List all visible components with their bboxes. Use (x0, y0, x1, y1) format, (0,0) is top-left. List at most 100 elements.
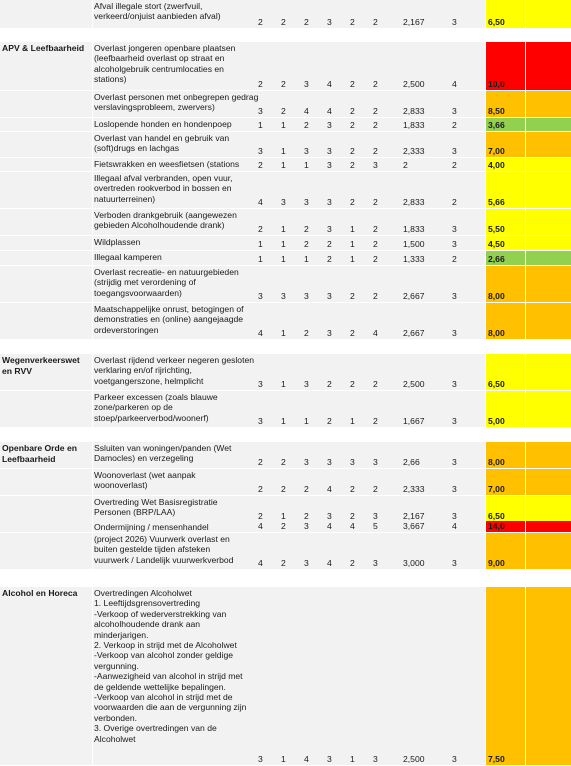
value-cell: 4 (304, 106, 309, 116)
value-cell: 2,66 (403, 457, 420, 467)
risk-color-cell (525, 587, 571, 765)
description-line: ordeverstoringen (94, 324, 159, 335)
risk-score-cell: 2,66 (485, 251, 525, 265)
risk-score-cell: 5,66 (485, 172, 525, 208)
description-line: Loslopende honden en hondenpoep (94, 119, 232, 129)
spacer-row (0, 428, 571, 442)
risk-color-cell (525, 0, 571, 28)
value-cell: 1 (281, 254, 286, 264)
value-cell: 3 (327, 224, 332, 234)
description-line: stoep/parkeerverbod/woonerf) (94, 412, 209, 423)
value-cell: 2 (373, 197, 378, 207)
risk-score-cell: 10,0 (485, 42, 525, 90)
value-cell: 3 (350, 457, 355, 467)
table-row: Overtreding Wet Basisregistratie Personen… (0, 496, 571, 523)
value-cell: 2 (350, 328, 355, 338)
value-cell: 3 (452, 17, 457, 27)
description-line: Alcoholwet (94, 733, 136, 744)
value-cell: 2 (350, 511, 355, 521)
value-cell: 3 (452, 484, 457, 494)
description-cell: Maatschappelijke onrust, betogingen of de… (92, 303, 258, 339)
description-line: Overlast van handel en gebruik van (94, 133, 230, 143)
value-cell: 2 (304, 224, 309, 234)
table-row: Illegaal afval verbranden, open vuur, ove… (0, 172, 571, 209)
value-cell: 3 (258, 379, 263, 389)
description-line: -Verkoop van alcohol in strijd met de (94, 692, 233, 703)
value-cell: 3 (452, 328, 457, 338)
spacer-row (0, 340, 571, 354)
description-line: verslavingsprobleem, zwervers) (94, 102, 215, 113)
description-line: Personen (BRP/LAA) (94, 507, 176, 518)
value-cell: 1,833 (403, 120, 425, 130)
table-row: (project 2026) Vuurwerk overlast en buite… (0, 533, 571, 570)
value-cell: 2,667 (403, 328, 425, 338)
description-line: Fietswrakken en weesfietsen (stations (94, 159, 240, 169)
value-cell: 3 (327, 511, 332, 521)
table-row: Wildplassen 1 1 2 2 1 2 1,500 3 4,50 (0, 236, 571, 251)
description-line: Illegaal kamperen (94, 252, 162, 262)
description-line: -Aanwezigheid van alcohol in strijd met (94, 671, 243, 682)
value-cell: 4 (327, 558, 332, 568)
risk-score-cell: 7,00 (485, 469, 525, 495)
risk-score-cell: 7,50 (485, 587, 525, 765)
description-line: (soft)drugs en lachgas (94, 143, 180, 154)
value-cell: 3 (452, 291, 457, 301)
description-line: stations) (94, 74, 127, 85)
value-cell: 3 (452, 379, 457, 389)
description-cell: Ondermijning / mensenhandel (92, 521, 258, 532)
value-cell: 2 (350, 160, 355, 170)
value-cell: 2 (403, 160, 408, 170)
description-line: demonstraties en (online) aangejaagde (94, 314, 244, 325)
description-line: 2. Verkoop in strijd met de Alcoholwet (94, 640, 237, 651)
risk-color-cell (525, 132, 571, 157)
value-cell: 1 (304, 416, 309, 426)
value-cell: 3 (327, 328, 332, 338)
value-cell: 1 (304, 254, 309, 264)
value-cell: 3,667 (403, 521, 425, 531)
description-cell: Fietswrakken en weesfietsen (stations (92, 158, 258, 171)
value-cell: 2 (373, 224, 378, 234)
table-row: Maatschappelijke onrust, betogingen of de… (0, 303, 571, 340)
description-line: Woonoverlast (wet aanpak (94, 470, 196, 480)
value-cell: 2 (350, 197, 355, 207)
value-cell: 2 (304, 511, 309, 521)
value-cell: 1 (350, 239, 355, 249)
value-cell: 2 (258, 79, 263, 89)
description-line: Ssluiten van woningen/panden (Wet (94, 443, 232, 453)
value-cell: 1 (304, 160, 309, 170)
table-row: APV & Leefbaarheid Overlast jongeren open… (0, 42, 571, 91)
table-row: Illegaal kamperen 1 1 1 2 1 2 1,333 2 2,66 (0, 251, 571, 266)
value-cell: 2,833 (403, 197, 425, 207)
risk-color-cell (525, 172, 571, 208)
description-cell: Overtredingen Alcoholwet 1. Leeftijdsgren… (92, 587, 258, 765)
description-line: gebieden Alcoholhoudende drank) (94, 220, 225, 231)
value-cell: 4 (304, 754, 309, 764)
value-cell: 2,500 (403, 379, 425, 389)
value-cell: 2 (350, 146, 355, 156)
risk-color-cell (525, 391, 571, 427)
value-cell: 3 (304, 79, 309, 89)
description-line: Verboden drankgebruik (aangewezen (94, 210, 237, 220)
description-cell: Overlast van handel en gebruik van (soft)… (92, 132, 258, 157)
description-cell: Verboden drankgebruik (aangewezen gebiede… (92, 209, 258, 235)
value-cell: 4 (350, 521, 355, 531)
risk-color-cell (525, 266, 571, 302)
value-cell: 2 (304, 484, 309, 494)
value-cell: 2 (350, 79, 355, 89)
value-cell: 2 (373, 254, 378, 264)
description-line: 3. Overige overtredingen van de (94, 723, 217, 734)
value-cell: 3 (327, 457, 332, 467)
value-cell: 1 (350, 224, 355, 234)
table-row: Overlast personen met onbegrepen gedrag v… (0, 91, 571, 118)
value-cell: 3 (327, 146, 332, 156)
category-label (2, 533, 90, 569)
value-cell: 3 (452, 106, 457, 116)
risk-score-cell: 4,00 (485, 158, 525, 171)
value-cell: 2,500 (403, 79, 425, 89)
value-cell: 2 (281, 106, 286, 116)
description-cell: Overtreding Wet Basisregistratie Personen… (92, 496, 258, 522)
category-label: Alcohol en Horeca (2, 588, 78, 598)
category-label (2, 209, 90, 235)
description-cell: Overlast recreatie- en natuurgebieden (st… (92, 266, 258, 302)
table-row: Ondermijning / mensenhandel 4 2 3 4 4 5 3,667 4 1… (0, 521, 571, 533)
